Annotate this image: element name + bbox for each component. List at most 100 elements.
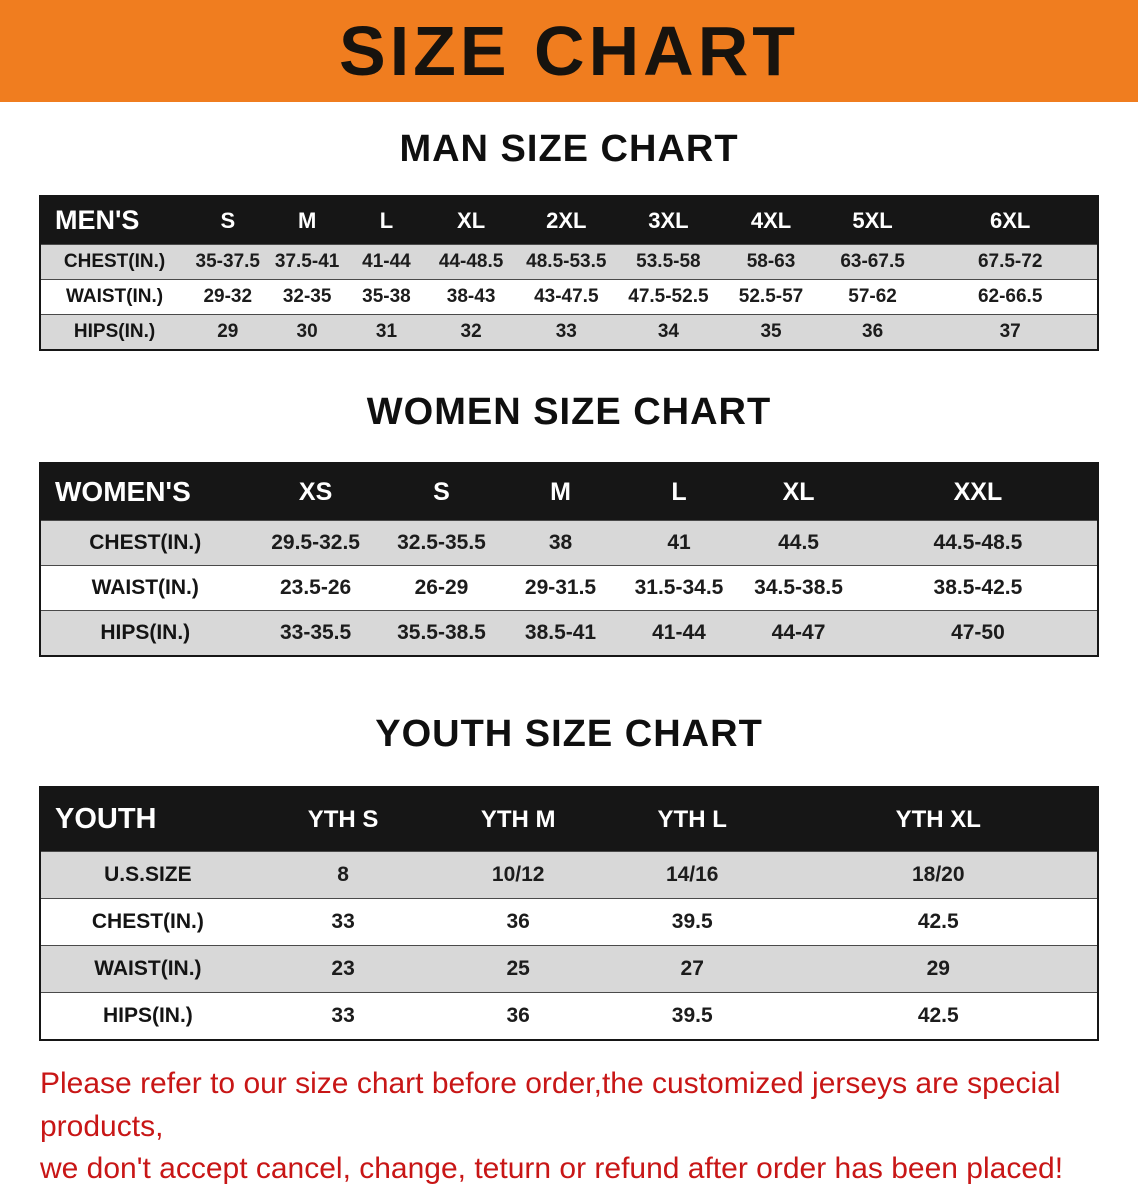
size-value-cell: 34 (616, 314, 721, 351)
size-value-cell: 38.5-42.5 (858, 565, 1098, 611)
size-value-cell: 39.5 (604, 992, 780, 1041)
size-value-cell: 44-48.5 (426, 244, 517, 280)
size-value-cell: 30 (267, 314, 347, 351)
row-label-cell: HIPS(IN.) (40, 610, 250, 657)
size-value-cell: 32.5-35.5 (381, 520, 502, 566)
size-column-header: 6XL (923, 195, 1098, 245)
size-value-cell: 57-62 (821, 279, 924, 315)
size-column-header: S (188, 195, 268, 245)
size-value-cell: 41-44 (619, 610, 739, 657)
disclaimer: Please refer to our size chart before or… (40, 1063, 1100, 1191)
table-header-row: YOUTH YTH S YTH M YTH L YTH XL (40, 786, 1098, 852)
size-column-header: YTH L (604, 786, 780, 852)
size-column-header: 5XL (821, 195, 924, 245)
size-value-cell: 52.5-57 (720, 279, 822, 315)
size-value-cell: 35-38 (346, 279, 427, 315)
size-value-cell: 44.5-48.5 (858, 520, 1098, 566)
size-value-cell: 23 (254, 945, 432, 993)
youth-section-heading: YOUTH SIZE CHART (375, 713, 763, 755)
size-value-cell: 8 (254, 851, 432, 899)
size-column-header: L (619, 462, 739, 521)
row-label-cell: WAIST(IN.) (40, 565, 250, 611)
disclaimer-line-2: we don't accept cancel, change, teturn o… (40, 1152, 1064, 1186)
size-value-cell: 37 (923, 314, 1098, 351)
row-label-cell: U.S.SIZE (40, 851, 255, 899)
men-size-section: MAN SIZE CHART MEN'S S M L XL 2XL 3XL 4XL 5XL 6XL… (0, 128, 1138, 351)
table-title-cell: YOUTH (40, 786, 255, 852)
size-value-cell: 44.5 (738, 520, 859, 566)
women-size-section: WOMEN SIZE CHART WOMEN'S XS S M L XL XXL CHEST(… (0, 391, 1138, 657)
youth-size-section: YOUTH SIZE CHART YOUTH YTH S YTH M YTH L YTH… (0, 713, 1138, 1041)
row-label-cell: CHEST(IN.) (40, 898, 255, 946)
table-row: HIPS(IN.) 33 36 39.5 42.5 (40, 992, 1098, 1041)
size-value-cell: 58-63 (720, 244, 822, 280)
table-row: CHEST(IN.) 29.5-32.5 32.5-35.5 38 41 44.5 44.5… (40, 520, 1098, 566)
size-value-cell: 14/16 (604, 851, 780, 899)
size-value-cell: 63-67.5 (821, 244, 924, 280)
youth-size-table: YOUTH YTH S YTH M YTH L YTH XL U.S.SIZE 8 10/12… (39, 786, 1099, 1041)
size-value-cell: 34.5-38.5 (738, 565, 859, 611)
size-column-header: 4XL (720, 195, 822, 245)
size-value-cell: 36 (431, 898, 605, 946)
size-value-cell: 32-35 (267, 279, 347, 315)
table-row: HIPS(IN.) 29 30 31 32 33 34 35 36 37 (40, 314, 1098, 351)
size-value-cell: 33-35.5 (249, 610, 382, 657)
row-label-cell: CHEST(IN.) (40, 244, 189, 280)
size-value-cell: 42.5 (779, 992, 1098, 1041)
table-row: CHEST(IN.) 33 36 39.5 42.5 (40, 898, 1098, 946)
size-value-cell: 29-32 (188, 279, 268, 315)
women-size-table: WOMEN'S XS S M L XL XXL CHEST(IN.) 29.5-32.5 32.5… (39, 462, 1099, 657)
size-value-cell: 53.5-58 (616, 244, 721, 280)
size-column-header: M (501, 462, 620, 521)
men-section-heading: MAN SIZE CHART (399, 128, 739, 170)
size-column-header: S (381, 462, 502, 521)
size-column-header: YTH M (431, 786, 605, 852)
size-value-cell: 32 (426, 314, 517, 351)
row-label-cell: CHEST(IN.) (40, 520, 250, 566)
size-value-cell: 23.5-26 (249, 565, 382, 611)
size-value-cell: 43-47.5 (516, 279, 617, 315)
size-value-cell: 33 (254, 898, 432, 946)
size-value-cell: 47.5-52.5 (616, 279, 721, 315)
men-size-table: MEN'S S M L XL 2XL 3XL 4XL 5XL 6XL CHEST(IN.) 35-37… (39, 195, 1099, 351)
table-row: WAIST(IN.) 23.5-26 26-29 29-31.5 31.5-34.5 34… (40, 565, 1098, 611)
size-value-cell: 44-47 (738, 610, 859, 657)
size-column-header: XL (426, 195, 517, 245)
page-title: SIZE CHART (339, 12, 799, 90)
size-value-cell: 35-37.5 (188, 244, 268, 280)
table-row: WAIST(IN.) 29-32 32-35 35-38 38-43 43-47.5 47.… (40, 279, 1098, 315)
table-row: WAIST(IN.) 23 25 27 29 (40, 945, 1098, 993)
size-value-cell: 48.5-53.5 (516, 244, 617, 280)
size-value-cell: 36 (821, 314, 924, 351)
size-value-cell: 31 (346, 314, 427, 351)
size-column-header: 3XL (616, 195, 721, 245)
table-row: U.S.SIZE 8 10/12 14/16 18/20 (40, 851, 1098, 899)
size-value-cell: 18/20 (779, 851, 1098, 899)
size-value-cell: 26-29 (381, 565, 502, 611)
size-column-header: XS (249, 462, 382, 521)
disclaimer-line-1: Please refer to our size chart before or… (40, 1067, 1061, 1143)
table-title-cell: MEN'S (40, 195, 189, 245)
size-value-cell: 35.5-38.5 (381, 610, 502, 657)
table-row: HIPS(IN.) 33-35.5 35.5-38.5 38.5-41 41-44 44-… (40, 610, 1098, 657)
row-label-cell: HIPS(IN.) (40, 992, 255, 1041)
size-value-cell: 37.5-41 (267, 244, 347, 280)
banner: SIZE CHART (0, 0, 1138, 102)
table-header-row: MEN'S S M L XL 2XL 3XL 4XL 5XL 6XL (40, 195, 1098, 245)
women-section-heading: WOMEN SIZE CHART (366, 391, 772, 433)
size-column-header: M (267, 195, 347, 245)
size-value-cell: 10/12 (431, 851, 605, 899)
size-value-cell: 38.5-41 (501, 610, 620, 657)
size-column-header: L (346, 195, 427, 245)
size-value-cell: 29-31.5 (501, 565, 620, 611)
row-label-cell: WAIST(IN.) (40, 945, 255, 993)
size-value-cell: 27 (604, 945, 780, 993)
size-value-cell: 62-66.5 (923, 279, 1098, 315)
size-value-cell: 33 (516, 314, 617, 351)
row-label-cell: WAIST(IN.) (40, 279, 189, 315)
size-value-cell: 29 (188, 314, 268, 351)
size-value-cell: 35 (720, 314, 822, 351)
size-value-cell: 38-43 (426, 279, 517, 315)
size-value-cell: 67.5-72 (923, 244, 1098, 280)
